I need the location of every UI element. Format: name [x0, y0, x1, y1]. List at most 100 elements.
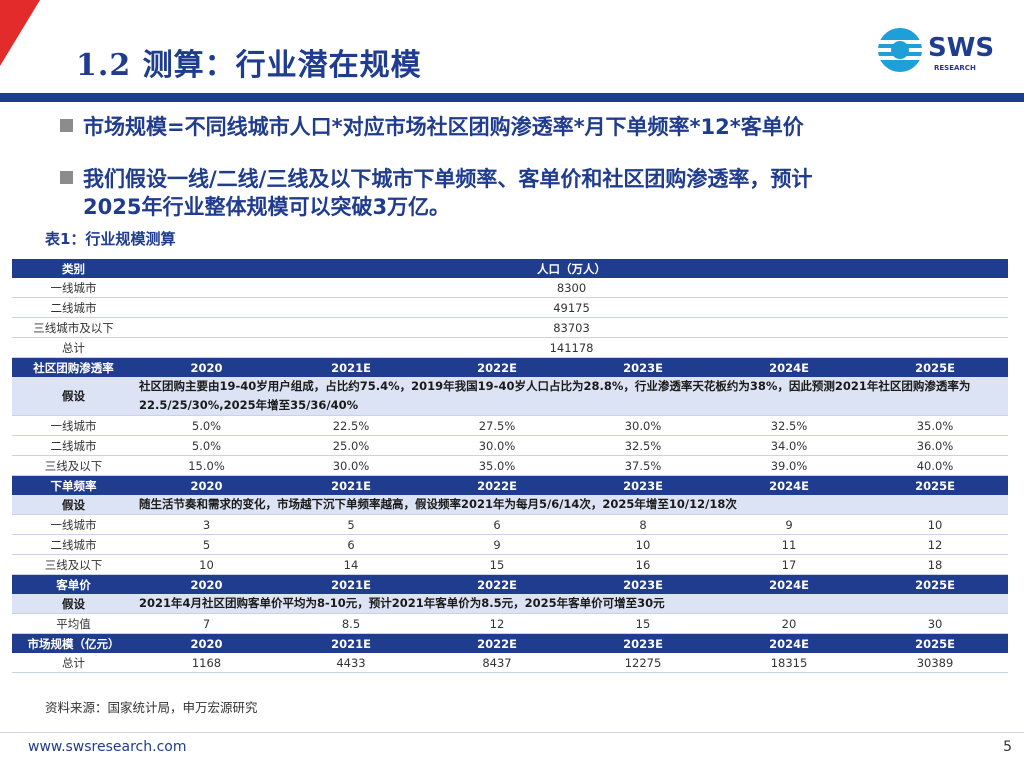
header-cell: 2024E [716, 357, 862, 377]
table-cell: 39.0% [716, 455, 862, 476]
header-cell: 2020 [135, 633, 278, 653]
bullet-square-icon [60, 119, 73, 132]
market-header-row: 市场规模（亿元） 2020 2021E 2022E 2023E 2024E 20… [12, 633, 1009, 653]
assumption-text: 2021年4月社区团购客单价平均为8-10元，预计2021年客单价为8.5元，2… [135, 594, 1009, 614]
table-cell: 4433 [278, 653, 424, 673]
table-cell: 3 [135, 514, 278, 535]
footer-divider [0, 732, 1024, 733]
row-label: 一线城市 [12, 514, 135, 535]
table-cell: 83703 [135, 317, 1009, 338]
table-row: 平均值 7 8.5 12 15 20 30 [12, 613, 1009, 634]
table-cell: 27.5% [424, 415, 570, 436]
row-label: 二线城市 [12, 297, 135, 318]
frequency-header-row: 下单频率 2020 2021E 2022E 2023E 2024E 2025E [12, 475, 1009, 495]
table-cell: 16 [570, 554, 716, 575]
table-cell: 17 [716, 554, 862, 575]
table-cell: 25.0% [278, 435, 424, 456]
header-cell: 社区团购渗透率 [12, 357, 135, 377]
header-cell: 2023E [570, 357, 716, 377]
table-cell: 11 [716, 534, 862, 555]
header-cell: 市场规模（亿元） [12, 633, 135, 653]
table-cell: 9 [716, 514, 862, 535]
red-corner-decoration [0, 0, 40, 66]
row-label: 三线及以下 [12, 455, 135, 476]
header-cell: 2020 [135, 574, 278, 594]
price-header-row: 客单价 2020 2021E 2022E 2023E 2024E 2025E [12, 574, 1009, 594]
header-cell: 2023E [570, 475, 716, 495]
table-row: 二线城市 5.0% 25.0% 30.0% 32.5% 34.0% 36.0% [12, 435, 1009, 456]
assumption-row: 假设 社区团购主要由19-40岁用户组成，占比约75.4%，2019年我国19-… [12, 377, 1009, 416]
table-cell: 12275 [570, 653, 716, 673]
table-cell: 5 [135, 534, 278, 555]
row-label: 三线城市及以下 [12, 317, 135, 338]
assumption-text: 随生活节奏和需求的变化，市场越下沉下单频率越高，假设频率2021年为每月5/6/… [135, 495, 1009, 515]
header-cell: 2025E [862, 633, 1009, 653]
table-row: 总计 1168 4433 8437 12275 18315 30389 [12, 653, 1009, 673]
header-cell: 2021E [278, 475, 424, 495]
assumption-label: 假设 [12, 495, 135, 515]
row-label: 总计 [12, 337, 135, 358]
table-cell: 40.0% [862, 455, 1009, 476]
header-cell: 2022E [424, 475, 570, 495]
table-cell: 8300 [135, 278, 1009, 298]
table-cell: 8 [570, 514, 716, 535]
page-number: 5 [1003, 739, 1012, 755]
table-row: 一线城市 3 5 6 8 9 10 [12, 514, 1009, 535]
header-cell: 2021E [278, 357, 424, 377]
assumption-label: 假设 [12, 594, 135, 614]
row-label: 总计 [12, 653, 135, 673]
header-cell: 2025E [862, 574, 1009, 594]
table-cell: 30389 [862, 653, 1009, 673]
table-cell: 20 [716, 613, 862, 634]
table-cell: 30 [862, 613, 1009, 634]
header-cell: 类别 [12, 259, 135, 278]
footer-website-link[interactable]: www.swsresearch.com [28, 739, 187, 755]
title-underline [0, 93, 1024, 102]
table-cell: 6 [424, 514, 570, 535]
row-label: 二线城市 [12, 435, 135, 456]
logo-subtext: RESEARCH [934, 64, 976, 72]
row-label: 三线及以下 [12, 554, 135, 575]
logo-text: SWS [928, 33, 994, 63]
table-cell: 14 [278, 554, 424, 575]
table-cell: 22.5% [278, 415, 424, 436]
table-cell: 32.5% [570, 435, 716, 456]
header-cell: 2020 [135, 475, 278, 495]
header-cell: 2020 [135, 357, 278, 377]
header-cell: 客单价 [12, 574, 135, 594]
bullet-text: 我们假设一线/二线/三线及以下城市下单频率、客单价和社区团购渗透率，预计 [83, 167, 813, 191]
table-cell: 35.0% [862, 415, 1009, 436]
header-cell: 下单频率 [12, 475, 135, 495]
table-cell: 32.5% [716, 415, 862, 436]
table-cell: 30.0% [278, 455, 424, 476]
table-cell: 49175 [135, 297, 1009, 318]
table-cell: 8.5 [278, 613, 424, 634]
table-row: 一线城市 8300 [12, 278, 1009, 298]
penetration-header-row: 社区团购渗透率 2020 2021E 2022E 2023E 2024E 202… [12, 357, 1009, 377]
header-cell: 2022E [424, 574, 570, 594]
table-caption: 表1：行业规模测算 [45, 230, 176, 248]
bullet-text-continued: 2025年行业整体规模可以突破3万亿。 [83, 195, 451, 219]
table-row: 总计 141178 [12, 337, 1009, 358]
bullet-text: 市场规模=不同线城市人口*对应市场社区团购渗透率*月下单频率*12*客单价 [83, 115, 804, 139]
table-cell: 35.0% [424, 455, 570, 476]
table-cell: 37.5% [570, 455, 716, 476]
table-cell: 10 [570, 534, 716, 555]
row-label: 一线城市 [12, 415, 135, 436]
assumption-row: 假设 随生活节奏和需求的变化，市场越下沉下单频率越高，假设频率2021年为每月5… [12, 495, 1009, 515]
table-cell: 5.0% [135, 435, 278, 456]
population-header-row: 类别 人口（万人） [12, 259, 1009, 278]
market-size-table: 类别 人口（万人） 一线城市 8300 二线城市 49175 三线城市及以下 8… [12, 259, 1009, 673]
page-title: 1.2 测算：行业潜在规模 [76, 48, 422, 83]
table-cell: 141178 [135, 337, 1009, 358]
row-label: 二线城市 [12, 534, 135, 555]
header-cell: 2024E [716, 574, 862, 594]
table-cell: 15 [570, 613, 716, 634]
header-cell: 2021E [278, 574, 424, 594]
header-cell: 2024E [716, 475, 862, 495]
table-row: 二线城市 49175 [12, 297, 1009, 318]
table-cell: 10 [862, 514, 1009, 535]
table-cell: 12 [424, 613, 570, 634]
table-cell: 18 [862, 554, 1009, 575]
bullet-square-icon [60, 171, 73, 184]
